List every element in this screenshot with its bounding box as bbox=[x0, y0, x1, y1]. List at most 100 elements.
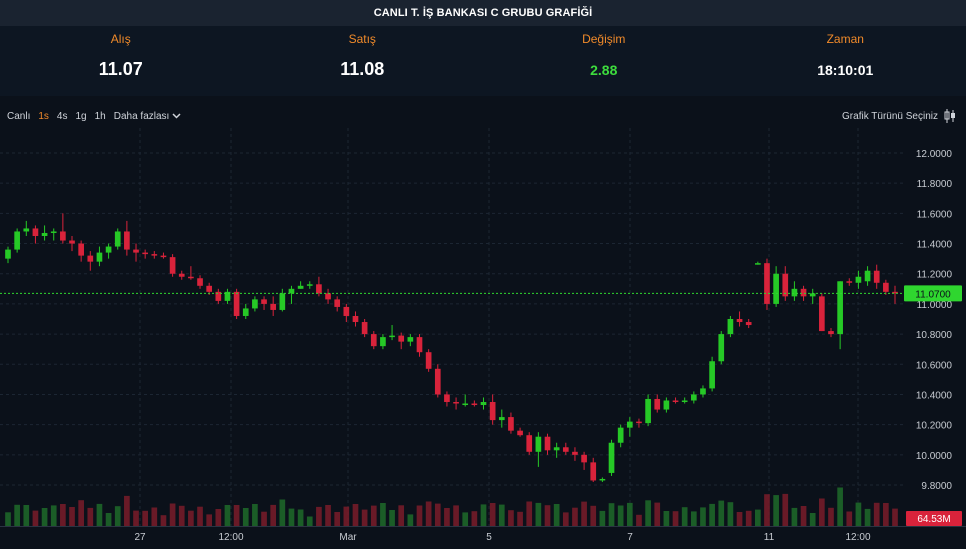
candle-body bbox=[764, 263, 770, 304]
x-tick-label: Mar bbox=[339, 532, 357, 543]
candle-body bbox=[773, 273, 779, 304]
more-dropdown[interactable]: Daha fazlası bbox=[114, 111, 182, 122]
volume-bar bbox=[809, 513, 816, 526]
volume-bar bbox=[50, 505, 57, 526]
volume-bar bbox=[800, 506, 807, 526]
candle-body bbox=[681, 400, 688, 402]
volume-bar bbox=[343, 506, 350, 526]
volume-bar bbox=[846, 511, 853, 526]
candle-body bbox=[663, 400, 670, 410]
y-tick-label: 10.6000 bbox=[916, 360, 953, 371]
candle-body bbox=[590, 462, 597, 481]
chevron-down-icon bbox=[172, 113, 181, 119]
candle-body bbox=[416, 337, 423, 353]
candle-body bbox=[334, 299, 341, 307]
candle-body bbox=[544, 436, 551, 451]
candle-body bbox=[215, 291, 222, 301]
volume-bar bbox=[114, 506, 121, 526]
candle-body bbox=[498, 417, 505, 421]
candle-body bbox=[343, 306, 350, 316]
candle-body bbox=[261, 299, 267, 304]
candle-body bbox=[242, 308, 249, 316]
page-title-text: CANLI T. İŞ BANKASI C GRUBU GRAFİĞİ bbox=[373, 7, 593, 19]
candle-body bbox=[14, 231, 20, 250]
chart-grid bbox=[0, 128, 966, 527]
volume-bar bbox=[197, 506, 203, 526]
y-tick-label: 10.8000 bbox=[916, 330, 953, 341]
volume-bar bbox=[297, 509, 304, 526]
volume-bar bbox=[96, 503, 103, 526]
candle-body bbox=[508, 417, 514, 431]
time-value: 18:10:01 bbox=[817, 62, 874, 78]
candle-body bbox=[124, 231, 130, 250]
volume-bar bbox=[517, 511, 523, 526]
volume-bar bbox=[828, 507, 834, 526]
volume-bar bbox=[709, 503, 715, 526]
y-tick-label: 9.8000 bbox=[921, 481, 952, 492]
volume-bar bbox=[562, 512, 569, 526]
volume-bar bbox=[32, 510, 39, 526]
volume-bar bbox=[398, 505, 405, 526]
live-button[interactable]: Canlı bbox=[7, 110, 31, 122]
candle-body bbox=[562, 447, 569, 452]
candle-body bbox=[297, 285, 304, 289]
candle-body bbox=[105, 246, 112, 253]
volume-bar bbox=[288, 508, 295, 526]
volume-bar bbox=[389, 510, 395, 526]
y-axis-labels: 12.0000 11.8000 11.6000 11.4000 11.2000 11.00… bbox=[916, 149, 953, 492]
chart-type-label: Grafik Türünü Seçiniz bbox=[842, 110, 938, 122]
candle-body bbox=[809, 293, 816, 297]
candle-body bbox=[41, 232, 48, 236]
candle-body bbox=[87, 255, 94, 262]
candle-body bbox=[325, 293, 331, 300]
candle-body bbox=[425, 352, 432, 369]
candle-body bbox=[407, 337, 414, 342]
y-tick-label: 11.8000 bbox=[917, 179, 953, 190]
candle-body bbox=[233, 291, 240, 316]
candle-body bbox=[380, 337, 386, 347]
volume-bar bbox=[215, 509, 222, 526]
change-value: 2.88 bbox=[590, 62, 618, 78]
interval-1s-button[interactable]: 1s bbox=[38, 110, 49, 122]
candle-body bbox=[160, 255, 167, 258]
y-tick-label: 11.0000 bbox=[917, 300, 953, 311]
candle-body bbox=[169, 257, 176, 274]
candle-body bbox=[608, 442, 615, 473]
ask-value: 11.08 bbox=[340, 59, 385, 79]
candle-body bbox=[78, 243, 84, 256]
volume-bar bbox=[508, 510, 514, 526]
change-label: Değişim bbox=[582, 32, 626, 46]
volume-bar bbox=[124, 495, 130, 526]
volume-bar bbox=[480, 504, 487, 526]
volume-bar bbox=[819, 498, 825, 526]
candle-body bbox=[5, 249, 11, 259]
candle-body bbox=[572, 451, 578, 455]
volume-bar bbox=[608, 503, 615, 526]
candle-body bbox=[480, 402, 487, 406]
candle-body bbox=[96, 252, 103, 262]
interval-1h-button[interactable]: 1h bbox=[94, 110, 106, 122]
volume-bar bbox=[14, 504, 20, 526]
volume-bar bbox=[681, 507, 688, 526]
candle-body bbox=[69, 240, 75, 244]
candle-body bbox=[636, 421, 642, 424]
interval-4s-button[interactable]: 4s bbox=[56, 110, 68, 122]
volume-bar bbox=[316, 506, 322, 526]
interval-1g-button[interactable]: 1g bbox=[75, 110, 87, 122]
volume-bar bbox=[41, 508, 48, 526]
candle-body bbox=[453, 402, 459, 404]
volume-bar bbox=[727, 502, 734, 526]
chart-toolbar: Canlı 1s 4s 1g 1h Daha fazlası Grafik Tü… bbox=[0, 104, 966, 128]
volume-bar bbox=[718, 500, 725, 526]
chart-type-selector[interactable]: Grafik Türünü Seçiniz bbox=[842, 104, 956, 128]
price-chart[interactable]: 12.0000 11.8000 11.6000 11.4000 11.2000 11.00… bbox=[0, 128, 966, 549]
time-quote: Zaman 18:10:01 bbox=[725, 26, 966, 96]
candle-body bbox=[489, 402, 496, 421]
volume-bar bbox=[370, 505, 377, 526]
candle-body bbox=[855, 276, 862, 283]
volume-bars bbox=[5, 487, 898, 526]
candle-body bbox=[398, 335, 405, 342]
candle-body bbox=[50, 231, 57, 233]
volume-bar bbox=[864, 508, 871, 526]
candle-body bbox=[526, 435, 533, 452]
